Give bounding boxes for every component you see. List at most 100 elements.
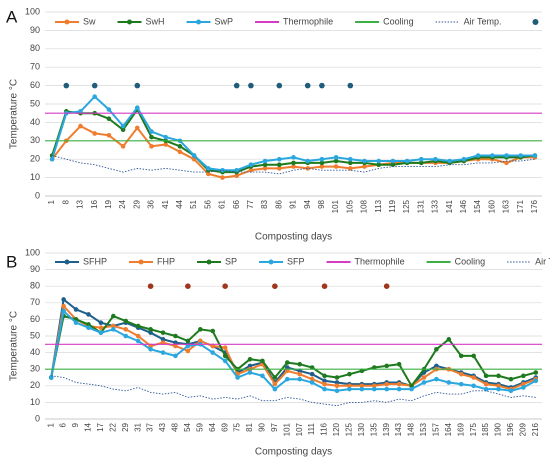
series-marker [333, 164, 339, 169]
x-tick-label: 51 [189, 199, 198, 208]
turning-marker [321, 283, 328, 290]
x-tick-label: 86 [274, 199, 283, 208]
series-marker [371, 383, 377, 389]
x-tick-label: 22 [108, 422, 117, 431]
x-tick-label: 101 [331, 199, 340, 213]
series-marker [434, 376, 439, 382]
y-tick-label: 0 [35, 190, 40, 200]
series-marker [106, 107, 112, 112]
y-tick-label: 100 [25, 247, 40, 257]
x-tick-label: 98 [317, 199, 326, 208]
x-tick-label: 125 [402, 199, 411, 213]
x-tick-label: 157 [431, 422, 440, 436]
series-marker [73, 307, 79, 312]
x-tick-label: 171 [516, 199, 525, 213]
legend-swatch [532, 19, 539, 25]
x-tick-label: 13 [76, 199, 85, 208]
series-marker [461, 156, 467, 162]
series-marker [458, 381, 464, 387]
series-marker [173, 333, 178, 339]
x-tick-label: 196 [506, 422, 515, 436]
series-marker [222, 353, 228, 359]
series-marker [248, 167, 254, 173]
turning-marker [147, 283, 154, 290]
x-tick-label: 59 [195, 422, 204, 431]
series-marker [284, 376, 290, 382]
x-tick-label: 164 [444, 422, 453, 436]
x-tick-label: 209 [518, 422, 527, 436]
series-marker [61, 297, 66, 302]
x-tick-label: 29 [121, 422, 130, 431]
series-marker [163, 142, 168, 147]
legend-item: Thermophile [326, 256, 405, 266]
legend-label: Thermophile [355, 256, 405, 266]
series-marker [475, 153, 481, 158]
x-tick-label: 90 [258, 422, 267, 431]
series-marker [471, 383, 476, 389]
x-tick-label: 135 [369, 422, 378, 436]
series-marker [206, 166, 211, 171]
series-marker [458, 371, 464, 377]
series-marker [177, 144, 183, 149]
y-tick-label: 70 [30, 297, 40, 307]
x-tick-label: 29 [132, 199, 141, 208]
series-marker [61, 308, 66, 314]
series-marker [362, 164, 367, 169]
y-tick-label: 30 [30, 135, 40, 145]
series-marker [235, 375, 240, 380]
x-tick-label: 75 [233, 422, 242, 431]
x-tick-label: 107 [295, 422, 304, 436]
series-marker [384, 386, 389, 392]
series-marker [198, 327, 203, 332]
x-tick-label: 61 [218, 199, 227, 208]
x-tick-label: 108 [360, 199, 369, 213]
series-marker [309, 376, 315, 382]
legend-item: Sw [55, 16, 96, 26]
x-tick-label: 143 [394, 422, 403, 436]
x-tick-label: 48 [171, 422, 180, 431]
legend-item: SP [197, 256, 237, 266]
series-marker [384, 363, 389, 369]
series-marker [98, 325, 104, 331]
x-tick-label: 120 [332, 422, 341, 436]
series-marker [135, 125, 140, 131]
legend-label: SFP [287, 256, 305, 266]
turning-marker [185, 283, 191, 290]
legend-item: Air Temp. [435, 16, 501, 26]
series-marker [319, 164, 325, 169]
legend-label: Cooling [383, 16, 414, 26]
series-marker [206, 171, 211, 177]
series-marker [376, 158, 382, 164]
x-tick-label: 146 [459, 199, 468, 213]
series-marker [86, 325, 91, 331]
series-marker [396, 386, 402, 392]
series-marker [322, 386, 327, 392]
series-marker [120, 144, 126, 149]
series-marker [135, 333, 141, 339]
x-tick-label: 97 [270, 422, 279, 431]
series-marker [120, 127, 126, 133]
series-marker [319, 160, 325, 166]
series-marker [347, 383, 352, 389]
series-marker [247, 356, 253, 362]
series-marker [362, 158, 367, 164]
series-marker [409, 383, 414, 389]
turning-marker [383, 283, 390, 290]
series-marker [421, 375, 427, 380]
series-marker [123, 318, 129, 324]
turning-marker [304, 82, 311, 89]
x-tick-label: 69 [220, 422, 229, 431]
series-marker [297, 361, 303, 367]
y-tick-label: 0 [35, 413, 40, 423]
y-tick-label: 90 [30, 264, 40, 274]
series-marker [191, 153, 197, 158]
x-tick-label: 119 [388, 199, 397, 212]
series-marker [260, 358, 265, 364]
series-marker [220, 167, 225, 173]
y-tick-label: 20 [30, 154, 40, 164]
y-tick-label: 50 [30, 98, 40, 108]
series-marker [210, 328, 216, 334]
legend-swatch-marker [127, 19, 133, 25]
legend-label: SwP [215, 16, 234, 26]
turning-marker [276, 82, 283, 89]
